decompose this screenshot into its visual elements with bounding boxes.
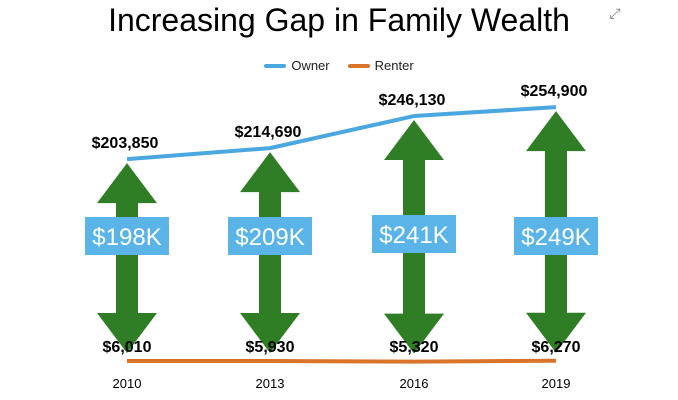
legend: Owner Renter <box>0 58 678 73</box>
renter-line <box>126 358 557 364</box>
legend-item-owner: Owner <box>264 58 330 73</box>
owner-data-label: $203,850 <box>92 135 159 152</box>
legend-swatch-renter <box>347 63 370 68</box>
gap-label: $241K <box>379 222 448 249</box>
gap-label: $249K <box>521 224 590 251</box>
renter-data-label: $6,270 <box>532 339 581 356</box>
gap-label: $209K <box>235 224 304 251</box>
gap-box <box>514 217 598 255</box>
gap-label: $198K <box>92 224 161 251</box>
chart-title: Increasing Gap in Family Wealth <box>108 2 570 38</box>
owner-data-label: $214,690 <box>235 124 302 141</box>
x-tick-label: 2019 <box>542 376 571 391</box>
gap-box <box>228 217 312 255</box>
legend-item-renter: Renter <box>347 58 414 73</box>
renter-data-label: $6,010 <box>103 339 152 356</box>
x-tick-label: 2013 <box>256 376 285 391</box>
x-tick-label: 2016 <box>400 376 429 391</box>
renter-data-label: $5,930 <box>246 339 295 356</box>
owner-data-label: $254,900 <box>521 83 588 100</box>
owner-line <box>126 105 557 162</box>
gap-box <box>85 217 169 255</box>
renter-data-label: $5,320 <box>390 339 439 356</box>
gap-arrow <box>97 163 157 353</box>
legend-label-owner: Owner <box>291 58 330 73</box>
expand-icon[interactable]: ⤢ <box>609 5 621 21</box>
x-tick-label: 2010 <box>113 376 142 391</box>
owner-data-label: $246,130 <box>379 92 446 109</box>
gap-box <box>372 215 456 253</box>
legend-label-renter: Renter <box>374 58 414 73</box>
legend-swatch-owner <box>264 63 287 68</box>
